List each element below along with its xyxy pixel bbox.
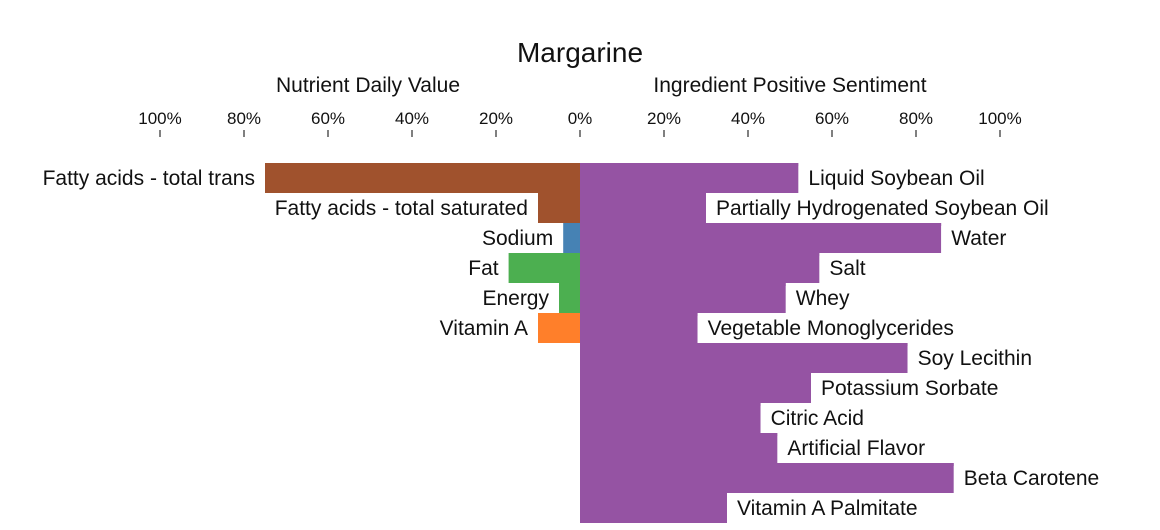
- left-tick-label: 20%: [479, 109, 513, 128]
- left-tick-label: 80%: [227, 109, 261, 128]
- right-axis-label: Ingredient Positive Sentiment: [653, 74, 926, 97]
- ingredient-label-background: [697, 316, 960, 343]
- ingredient-bar: [580, 283, 786, 313]
- right-tick-label: 40%: [731, 109, 765, 128]
- axis-ticks: 100% 80% 60% 40% 20% 0% 20% 40% 60% 80% 100%: [138, 109, 1022, 137]
- nutrient-bar: [538, 313, 580, 343]
- nutrient-label: Fatty acids - total trans: [43, 167, 255, 190]
- right-tick-label: 100%: [978, 109, 1021, 128]
- nutrient-bar: [563, 223, 580, 253]
- ingredient-label: Artificial Flavor: [787, 437, 925, 460]
- nutrient-label: Fatty acids - total saturated: [275, 197, 528, 220]
- nutrient-label: Vitamin A: [440, 317, 528, 340]
- ingredient-label: Whey: [796, 287, 850, 310]
- nutrient-bar: [559, 283, 580, 313]
- bars: [265, 163, 954, 523]
- nutrient-bar: [508, 253, 580, 283]
- ingredient-bar: [580, 403, 761, 433]
- nutrient-label: Sodium: [482, 227, 553, 250]
- ingredient-label: Citric Acid: [771, 407, 864, 430]
- ingredient-bar: [580, 433, 778, 463]
- ingredient-label-background: [798, 166, 991, 193]
- ingredient-label: Potassium Sorbate: [821, 377, 998, 400]
- ingredient-label: Soy Lecithin: [918, 347, 1032, 370]
- ingredient-bar: [580, 163, 799, 193]
- ingredient-label: Liquid Soybean Oil: [808, 167, 984, 190]
- ingredient-bar: [580, 223, 942, 253]
- nutrient-label: Fat: [468, 257, 499, 280]
- ingredient-bar: [580, 463, 954, 493]
- ingredient-label-background: [727, 496, 924, 523]
- right-tick-label: 20%: [647, 109, 681, 128]
- left-tick-label: 40%: [395, 109, 429, 128]
- ingredient-label: Vitamin A Palmitate: [737, 497, 918, 520]
- ingredient-label-background: [777, 436, 932, 463]
- nutrient-bar: [265, 163, 580, 193]
- ingredient-label: Beta Carotene: [964, 467, 1099, 490]
- ingredient-bar: [580, 373, 811, 403]
- ingredient-label-background: [706, 196, 1055, 223]
- ingredient-label: Water: [951, 227, 1006, 250]
- nutrient-bar: [538, 193, 580, 223]
- chart-title: Margarine: [517, 37, 643, 68]
- ingredient-bar: [580, 253, 820, 283]
- right-tick-label: 60%: [815, 109, 849, 128]
- ingredient-bar: [580, 493, 727, 523]
- ingredient-label-background: [907, 346, 1039, 373]
- bar-labels: Liquid Soybean Oil Partially Hydrogenated…: [43, 166, 1106, 523]
- left-axis-label: Nutrient Daily Value: [276, 74, 460, 97]
- ingredient-label-background: [785, 286, 856, 313]
- left-tick-label: 0%: [568, 109, 593, 128]
- ingredient-label: Salt: [829, 257, 865, 280]
- ingredient-label: Partially Hydrogenated Soybean Oil: [716, 197, 1049, 220]
- ingredient-bar: [580, 343, 908, 373]
- ingredient-bar: [580, 313, 698, 343]
- ingredient-label-background: [819, 256, 872, 283]
- ingredient-label: Vegetable Monoglycerides: [708, 317, 954, 340]
- left-tick-label: 60%: [311, 109, 345, 128]
- right-tick-label: 80%: [899, 109, 933, 128]
- ingredient-bar: [580, 193, 706, 223]
- nutrient-label: Energy: [482, 287, 549, 310]
- ingredient-label-background: [760, 406, 870, 433]
- left-tick-label: 100%: [138, 109, 181, 128]
- ingredient-label-background: [953, 466, 1106, 493]
- ingredient-label-background: [811, 376, 1005, 403]
- ingredient-label-background: [941, 226, 1013, 253]
